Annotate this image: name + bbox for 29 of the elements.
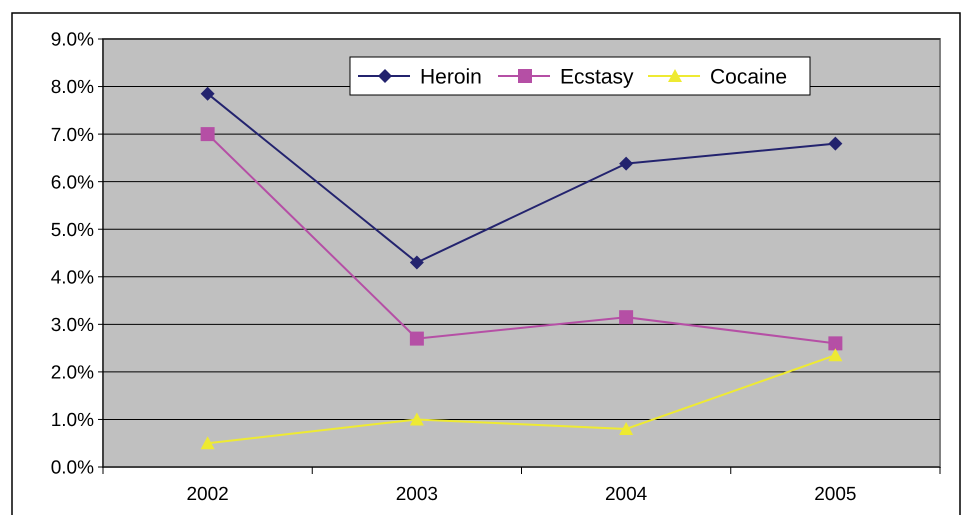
point [410,332,424,346]
x-tick-label: 2002 [186,484,229,505]
point [619,422,634,435]
y-tick-label: 4.0% [50,267,94,288]
point [828,336,842,350]
x-tick-label: 2005 [814,484,857,505]
point [200,86,215,101]
y-tick-label: 5.0% [50,220,94,241]
point [619,310,634,324]
point [200,436,215,450]
y-tick-label: 3.0% [50,314,94,336]
legend-label: Cocaine [710,65,788,88]
y-tick-label: 2.0% [50,362,94,384]
y-tick-label: 1.0% [50,410,94,432]
y-tick-label: 0.0% [50,458,94,479]
y-tick-label: 6.0% [50,172,94,194]
point [828,348,842,362]
x-tick-label: 2004 [604,484,648,505]
point [200,127,215,142]
point [828,136,842,151]
y-tick-label: 9.0% [50,30,94,51]
point [410,412,424,426]
point [619,156,634,171]
y-tick-label: 7.0% [50,124,94,146]
x-tick-label: 2003 [396,484,438,505]
legend-label: Heroin [420,65,482,88]
y-tick-label: 8.0% [50,77,94,98]
point [410,256,424,270]
legend-label: Ecstasy [560,65,634,88]
